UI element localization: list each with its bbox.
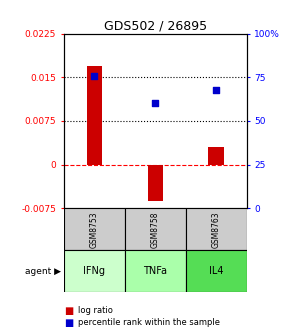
- Text: IFNg: IFNg: [83, 266, 105, 276]
- Bar: [87, 66, 102, 165]
- Text: log ratio: log ratio: [78, 306, 113, 315]
- Title: GDS502 / 26895: GDS502 / 26895: [104, 19, 207, 33]
- Text: ■: ■: [64, 318, 73, 328]
- Text: percentile rank within the sample: percentile rank within the sample: [78, 318, 220, 327]
- Text: GSM8758: GSM8758: [151, 211, 160, 248]
- Bar: [186, 250, 246, 292]
- Text: agent ▶: agent ▶: [25, 267, 61, 276]
- Text: GSM8763: GSM8763: [211, 211, 221, 248]
- Point: [92, 73, 97, 78]
- Text: TNFa: TNFa: [143, 266, 167, 276]
- Bar: [209, 147, 224, 165]
- Bar: [125, 208, 186, 250]
- Text: IL4: IL4: [209, 266, 223, 276]
- Bar: [186, 208, 246, 250]
- Point: [214, 88, 218, 93]
- Text: ■: ■: [64, 306, 73, 316]
- Text: GSM8753: GSM8753: [90, 211, 99, 248]
- Bar: [125, 250, 186, 292]
- Point: [153, 101, 157, 106]
- Bar: [64, 250, 125, 292]
- Bar: [64, 208, 125, 250]
- Bar: [148, 165, 163, 201]
